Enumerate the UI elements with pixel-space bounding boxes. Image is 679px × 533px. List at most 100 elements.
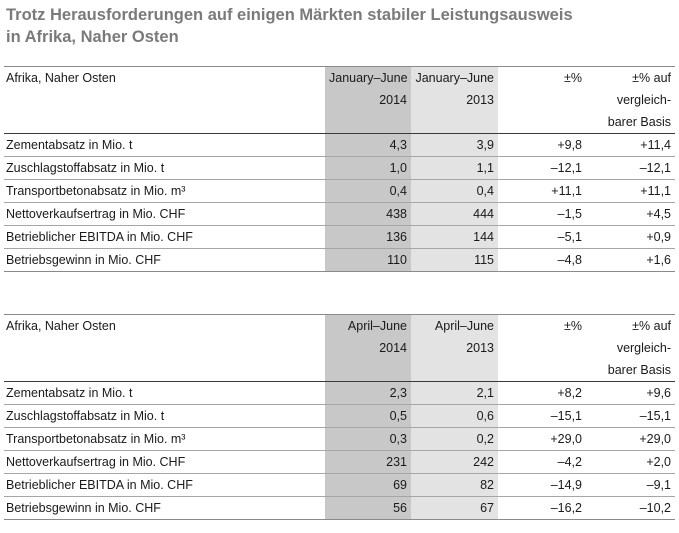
document-title: Trotz Herausforderungen auf einigen Märk…	[6, 4, 674, 48]
value-change: –5,1	[498, 225, 586, 249]
quarter-table: Afrika, Naher Osten April–June April–Jun…	[4, 314, 675, 520]
value-change: –4,2	[498, 450, 586, 474]
value-2013: 67	[411, 496, 498, 520]
row-label: Betrieblicher EBITDA in Mio. CHF	[4, 473, 325, 497]
value-2013: 242	[411, 450, 498, 474]
value-like-for-like: –10,2	[586, 496, 675, 520]
value-2014: 0,5	[325, 404, 411, 428]
value-2014: 136	[325, 225, 411, 249]
title-line-1: Trotz Herausforderungen auf einigen Märk…	[6, 6, 573, 24]
half-year-table: Afrika, Naher Osten January–June January…	[4, 66, 675, 272]
col-change-header: ±%	[498, 66, 586, 89]
table-row: Betriebsgewinn in Mio. CHF 110 115 –4,8 …	[4, 248, 675, 272]
col-2014-year: 2014	[325, 337, 411, 359]
table-row: Transportbetonabsatz in Mio. m³ 0,4 0,4 …	[4, 179, 675, 203]
value-2013: 1,1	[411, 156, 498, 180]
table-row: Nettoverkaufsertrag in Mio. CHF 231 242 …	[4, 450, 675, 474]
value-like-for-like: +11,1	[586, 179, 675, 203]
value-change: –15,1	[498, 404, 586, 428]
value-like-for-like: +29,0	[586, 427, 675, 451]
row-label: Nettoverkaufsertrag in Mio. CHF	[4, 202, 325, 226]
header-block: Afrika, Naher Osten April–June April–Jun…	[4, 314, 675, 382]
col-like-for-like-line-2: vergleich-	[616, 341, 671, 355]
value-like-for-like: +4,5	[586, 202, 675, 226]
value-2013: 0,2	[411, 427, 498, 451]
row-label: Betriebsgewinn in Mio. CHF	[4, 496, 325, 520]
table-row: Betriebsgewinn in Mio. CHF 56 67 –16,2 –…	[4, 496, 675, 520]
value-2013: 444	[411, 202, 498, 226]
value-like-for-like: –15,1	[586, 404, 675, 428]
value-2014: 1,0	[325, 156, 411, 180]
region-header: Afrika, Naher Osten	[4, 314, 325, 337]
value-2014: 2,3	[325, 381, 411, 405]
col-like-for-like-line-1: ±% auf	[586, 66, 675, 89]
value-change: –14,9	[498, 473, 586, 497]
value-like-for-like: +0,9	[586, 225, 675, 249]
value-like-for-like: +2,0	[586, 450, 675, 474]
value-like-for-like: +11,4	[586, 133, 675, 157]
row-label: Zuschlagstoffabsatz in Mio. t	[4, 404, 325, 428]
table-row: Zuschlagstoffabsatz in Mio. t 0,5 0,6 –1…	[4, 404, 675, 428]
value-change: +8,2	[498, 381, 586, 405]
value-2013: 0,4	[411, 179, 498, 203]
table-row: Zuschlagstoffabsatz in Mio. t 1,0 1,1 –1…	[4, 156, 675, 180]
value-2014: 4,3	[325, 133, 411, 157]
value-2013: 115	[411, 248, 498, 272]
col-2013-year: 2013	[411, 337, 498, 359]
data-rows: Zementabsatz in Mio. t 4,3 3,9 +9,8 +11,…	[4, 133, 675, 272]
value-2014: 0,4	[325, 179, 411, 203]
value-like-for-like: –9,1	[586, 473, 675, 497]
row-label: Transportbetonabsatz in Mio. m³	[4, 427, 325, 451]
row-label: Nettoverkaufsertrag in Mio. CHF	[4, 450, 325, 474]
value-change: –4,8	[498, 248, 586, 272]
table-row: Nettoverkaufsertrag in Mio. CHF 438 444 …	[4, 202, 675, 226]
col-like-for-like-line-2: vergleich-	[616, 93, 671, 107]
value-like-for-like: –12,1	[586, 156, 675, 180]
value-change: –12,1	[498, 156, 586, 180]
row-label: Zuschlagstoffabsatz in Mio. t	[4, 156, 325, 180]
value-2013: 3,9	[411, 133, 498, 157]
value-2013: 0,6	[411, 404, 498, 428]
value-change: –16,2	[498, 496, 586, 520]
row-label: Betriebsgewinn in Mio. CHF	[4, 248, 325, 272]
col-like-for-like-line-3: barer Basis	[607, 363, 671, 377]
title-line-2: in Afrika, Naher Osten	[6, 28, 179, 46]
value-2014: 110	[325, 248, 411, 272]
row-label: Transportbetonabsatz in Mio. m³	[4, 179, 325, 203]
value-like-for-like: +9,6	[586, 381, 675, 405]
value-change: +11,1	[498, 179, 586, 203]
header-block: Afrika, Naher Osten January–June January…	[4, 66, 675, 134]
row-label: Zementabsatz in Mio. t	[4, 133, 325, 157]
value-change: +9,8	[498, 133, 586, 157]
value-like-for-like: +1,6	[586, 248, 675, 272]
value-2014: 0,3	[325, 427, 411, 451]
row-label: Betrieblicher EBITDA in Mio. CHF	[4, 225, 325, 249]
value-2014: 438	[325, 202, 411, 226]
value-2014: 231	[325, 450, 411, 474]
col-like-for-like-line-3: barer Basis	[607, 115, 671, 129]
value-2013: 82	[411, 473, 498, 497]
data-rows: Zementabsatz in Mio. t 2,3 2,1 +8,2 +9,6…	[4, 381, 675, 520]
table-row: Transportbetonabsatz in Mio. m³ 0,3 0,2 …	[4, 427, 675, 451]
region-header: Afrika, Naher Osten	[4, 66, 325, 89]
row-label: Zementabsatz in Mio. t	[4, 381, 325, 405]
col-2014-year: 2014	[325, 89, 411, 111]
value-2013: 144	[411, 225, 498, 249]
value-2014: 56	[325, 496, 411, 520]
table-row: Zementabsatz in Mio. t 2,3 2,1 +8,2 +9,6	[4, 381, 675, 405]
col-2014-period: January–June	[325, 66, 411, 89]
value-change: +29,0	[498, 427, 586, 451]
table-row: Betrieblicher EBITDA in Mio. CHF 69 82 –…	[4, 473, 675, 497]
col-2013-period: April–June	[411, 314, 498, 337]
col-change-header: ±%	[498, 314, 586, 337]
value-change: –1,5	[498, 202, 586, 226]
col-2014-period: April–June	[325, 314, 411, 337]
table-row: Zementabsatz in Mio. t 4,3 3,9 +9,8 +11,…	[4, 133, 675, 157]
value-2014: 69	[325, 473, 411, 497]
col-2013-year: 2013	[411, 89, 498, 111]
table-row: Betrieblicher EBITDA in Mio. CHF 136 144…	[4, 225, 675, 249]
col-like-for-like-line-1: ±% auf	[586, 314, 675, 337]
col-2013-period: January–June	[411, 66, 498, 89]
value-2013: 2,1	[411, 381, 498, 405]
